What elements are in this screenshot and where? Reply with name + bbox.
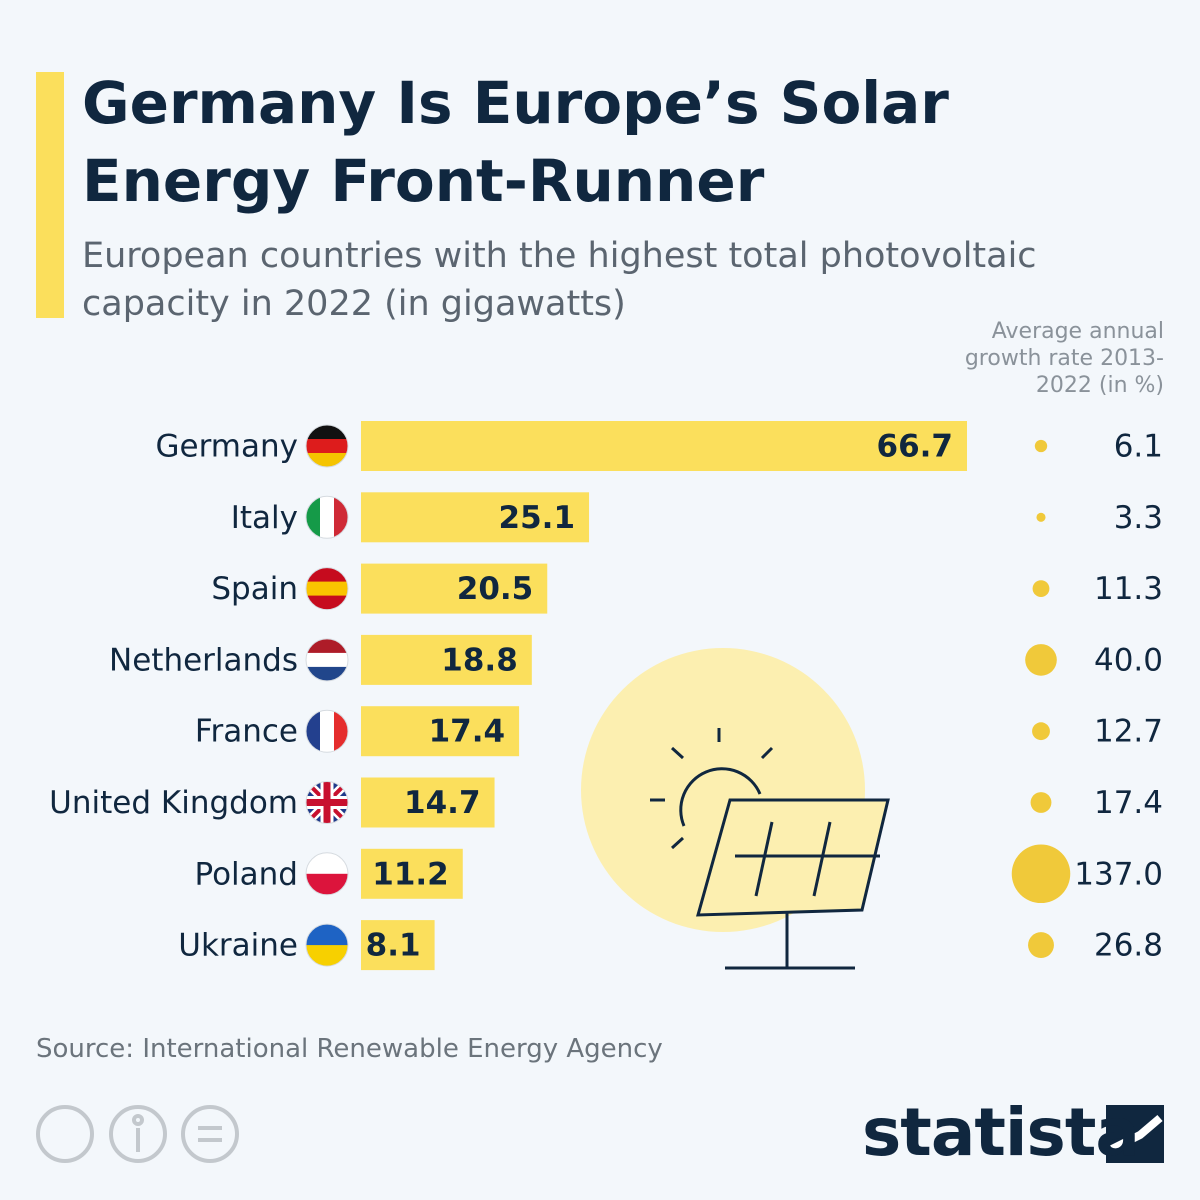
- flag-outline: [305, 852, 349, 896]
- growth-title: Average annual growth rate 2013-2022 (in…: [964, 319, 1164, 398]
- growth-bubble: [1011, 844, 1071, 904]
- flag-part: [334, 710, 348, 753]
- value-label: 17.4: [429, 714, 506, 750]
- flag-part: [306, 496, 321, 539]
- flag-part: [306, 638, 348, 654]
- category-label: Ukraine: [178, 928, 298, 964]
- flag-part: [306, 924, 348, 946]
- category-label: United Kingdom: [49, 785, 298, 821]
- growth-label: 17.4: [1094, 785, 1163, 821]
- growth-bubble: [1032, 722, 1050, 741]
- flag-outline: [305, 567, 349, 611]
- solar-illustration: [581, 648, 890, 970]
- category-label: France: [195, 714, 298, 750]
- flag-part: [306, 852, 348, 875]
- flag: [306, 924, 348, 967]
- bar: [361, 848, 463, 899]
- brand-logo: statista: [862, 1094, 1140, 1171]
- flag-part: [306, 873, 348, 895]
- flag-part: [306, 666, 348, 681]
- cc-icons: [36, 1105, 239, 1163]
- bar: [361, 492, 590, 543]
- flag-outline: [305, 709, 349, 753]
- growth-label: 6.1: [1114, 429, 1163, 465]
- value-label: 25.1: [499, 500, 576, 536]
- chart-subtitle: European countries with the highest tota…: [82, 236, 1037, 324]
- flag: [306, 425, 348, 467]
- brand-icon: [1106, 1105, 1164, 1163]
- growth-bubble: [1032, 580, 1050, 598]
- flag-part: [306, 710, 321, 753]
- category-label: Italy: [231, 500, 298, 536]
- bar: [361, 421, 967, 471]
- flag-outline: [305, 424, 349, 468]
- flag-outline: [305, 495, 349, 539]
- flag: [306, 781, 348, 824]
- growth-label: 11.3: [1094, 571, 1163, 607]
- flag-part: [320, 710, 335, 753]
- flag-part: [320, 496, 335, 539]
- flag: [306, 710, 348, 753]
- flag-outline: [305, 923, 349, 967]
- growth-bubble: [1025, 644, 1057, 676]
- flag-outline: [305, 781, 349, 824]
- bar: [361, 706, 520, 757]
- growth-bubble: [1028, 932, 1054, 959]
- flag-part: [306, 567, 348, 583]
- accent-bar: [36, 72, 64, 318]
- flag-part: [306, 439, 348, 454]
- growth-bubble: [1030, 792, 1052, 813]
- growth-bubble: [1036, 512, 1046, 522]
- flag: [306, 567, 348, 610]
- category-label: Netherlands: [109, 642, 298, 678]
- value-label: 14.7: [404, 785, 481, 821]
- value-label: 66.7: [877, 429, 954, 465]
- flag-part: [306, 425, 348, 440]
- flag: [306, 852, 348, 895]
- growth-label: 26.8: [1094, 928, 1163, 964]
- bar: [361, 920, 435, 971]
- growth-label: 12.7: [1094, 714, 1163, 750]
- flag: [306, 496, 348, 539]
- flag-part: [306, 595, 348, 610]
- value-label: 18.8: [441, 642, 518, 678]
- category-label: Poland: [195, 856, 299, 892]
- value-label: 8.1: [366, 928, 421, 964]
- bar: [361, 634, 532, 685]
- growth-label: 3.3: [1114, 500, 1163, 536]
- flag-part: [306, 652, 348, 668]
- flag-outline: [305, 638, 349, 682]
- flag: [306, 638, 348, 681]
- chart-title: Germany Is Europe’s Solar Energy Front-R…: [82, 69, 949, 215]
- category-label: Germany: [156, 429, 298, 465]
- source: Source: International Renewable Energy A…: [36, 1034, 663, 1064]
- value-label: 20.5: [457, 571, 534, 607]
- growth-bubble: [1034, 439, 1048, 453]
- flag-part: [306, 581, 348, 597]
- category-label: Spain: [211, 571, 298, 607]
- bar: [361, 563, 548, 614]
- growth-label: 137.0: [1074, 856, 1163, 892]
- flag-part: [334, 496, 348, 539]
- growth-label: 40.0: [1094, 642, 1163, 678]
- bar: [361, 777, 495, 828]
- flag-part: [306, 453, 348, 467]
- flag-part: [306, 945, 348, 967]
- value-label: 11.2: [372, 856, 449, 892]
